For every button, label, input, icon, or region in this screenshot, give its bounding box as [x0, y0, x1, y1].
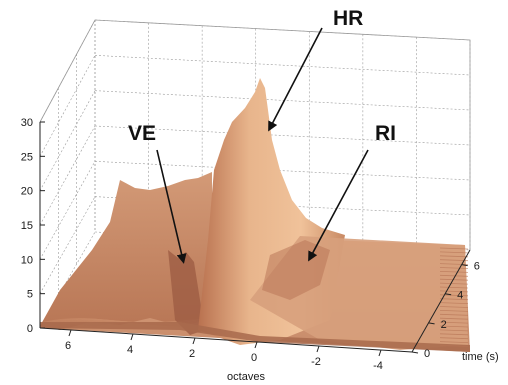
edge-line	[439, 310, 469, 312]
y-tick-label: 4	[457, 290, 463, 302]
y-tick-mark	[461, 264, 468, 267]
x-tick-mark	[378, 349, 382, 357]
y-tick-label: 2	[441, 319, 447, 331]
edge-line	[439, 282, 469, 285]
annotation-ri-arrow	[308, 149, 369, 262]
edge-line	[439, 278, 469, 281]
grid-line	[94, 161, 471, 181]
annotation-ve-label: VE	[128, 122, 156, 145]
x-tick-label: 4	[127, 344, 133, 356]
edge-line	[439, 341, 469, 343]
z-ticks: 0 5 10 15 20 25 30	[21, 117, 45, 335]
y-tick-mark	[445, 293, 452, 296]
x-tick-mark	[130, 333, 134, 341]
edge-line	[439, 247, 469, 250]
y-tick-mark	[428, 322, 435, 325]
edge-line	[439, 267, 469, 269]
edge-line	[439, 259, 469, 262]
grid-line	[39, 231, 96, 329]
x-ticks: 6 4 2 0 -2 -4	[65, 329, 383, 372]
grid	[39, 19, 471, 329]
x-axis-line	[39, 327, 413, 353]
grid-line	[94, 196, 471, 216]
surface-left-ridge	[40, 172, 212, 330]
edge-line	[439, 333, 469, 336]
surface	[40, 78, 470, 352]
grid-line	[94, 55, 471, 76]
y-tick-label: 0	[424, 348, 430, 360]
edge-line	[439, 317, 469, 320]
annotation-ri-label: RI	[375, 122, 396, 145]
y-axis-title: time (s)	[462, 351, 499, 363]
right-edge-lines	[439, 247, 469, 347]
y-axis-line	[411, 249, 471, 353]
grid-line	[94, 90, 471, 111]
edge-line	[439, 321, 469, 324]
x-tick-mark	[254, 341, 258, 349]
x-axis-title: octaves	[227, 371, 265, 383]
grid-frame	[39, 19, 471, 250]
x-tick-label: 6	[65, 340, 71, 352]
edge-line	[439, 302, 469, 304]
edge-line	[439, 298, 469, 301]
grid-line	[39, 90, 96, 191]
surface-ve-notch	[168, 250, 205, 335]
x-tick-label: -2	[311, 356, 321, 368]
y-tick-mark	[411, 351, 419, 354]
edge-line	[439, 313, 469, 316]
z-tick-label: 20	[21, 186, 33, 198]
edge-line	[439, 345, 469, 347]
surface-front-edge	[40, 322, 470, 352]
z-tick-label: 10	[21, 254, 33, 266]
grid-line	[39, 196, 96, 294]
z-tick-label: 15	[21, 220, 33, 232]
x-tick-mark	[68, 329, 72, 337]
edge-line	[439, 337, 469, 340]
y-ticks: 0 2 4 6	[411, 261, 480, 360]
x-tick-label: 0	[251, 352, 257, 364]
edge-line	[439, 290, 469, 293]
x-tick-mark	[316, 345, 320, 353]
grid-line	[94, 125, 471, 146]
annotation-hr-label: HR	[333, 7, 363, 30]
grid-line	[39, 125, 96, 226]
y-tick-label: 6	[474, 261, 480, 273]
edge-line	[439, 274, 469, 277]
z-tick-label: 30	[21, 117, 33, 129]
edge-line	[439, 271, 469, 273]
annotation-hr-arrow	[268, 27, 323, 132]
x-tick-label: -4	[373, 360, 383, 372]
annotation-ve-arrow	[156, 149, 187, 264]
z-tick-label: 25	[21, 151, 33, 163]
annotations: HR VE RI	[128, 7, 396, 264]
edge-line	[439, 255, 469, 258]
grid-line	[39, 161, 96, 260]
x-tick-label: 2	[189, 348, 195, 360]
x-tick-mark	[192, 337, 196, 345]
z-tick-label: 5	[27, 289, 33, 301]
edge-line	[439, 286, 469, 289]
z-tick-label: 0	[27, 323, 33, 335]
edge-line	[439, 329, 469, 332]
edge-line	[439, 306, 469, 308]
edge-line	[439, 325, 469, 328]
edge-line	[439, 251, 469, 254]
grid-line	[39, 55, 96, 157]
